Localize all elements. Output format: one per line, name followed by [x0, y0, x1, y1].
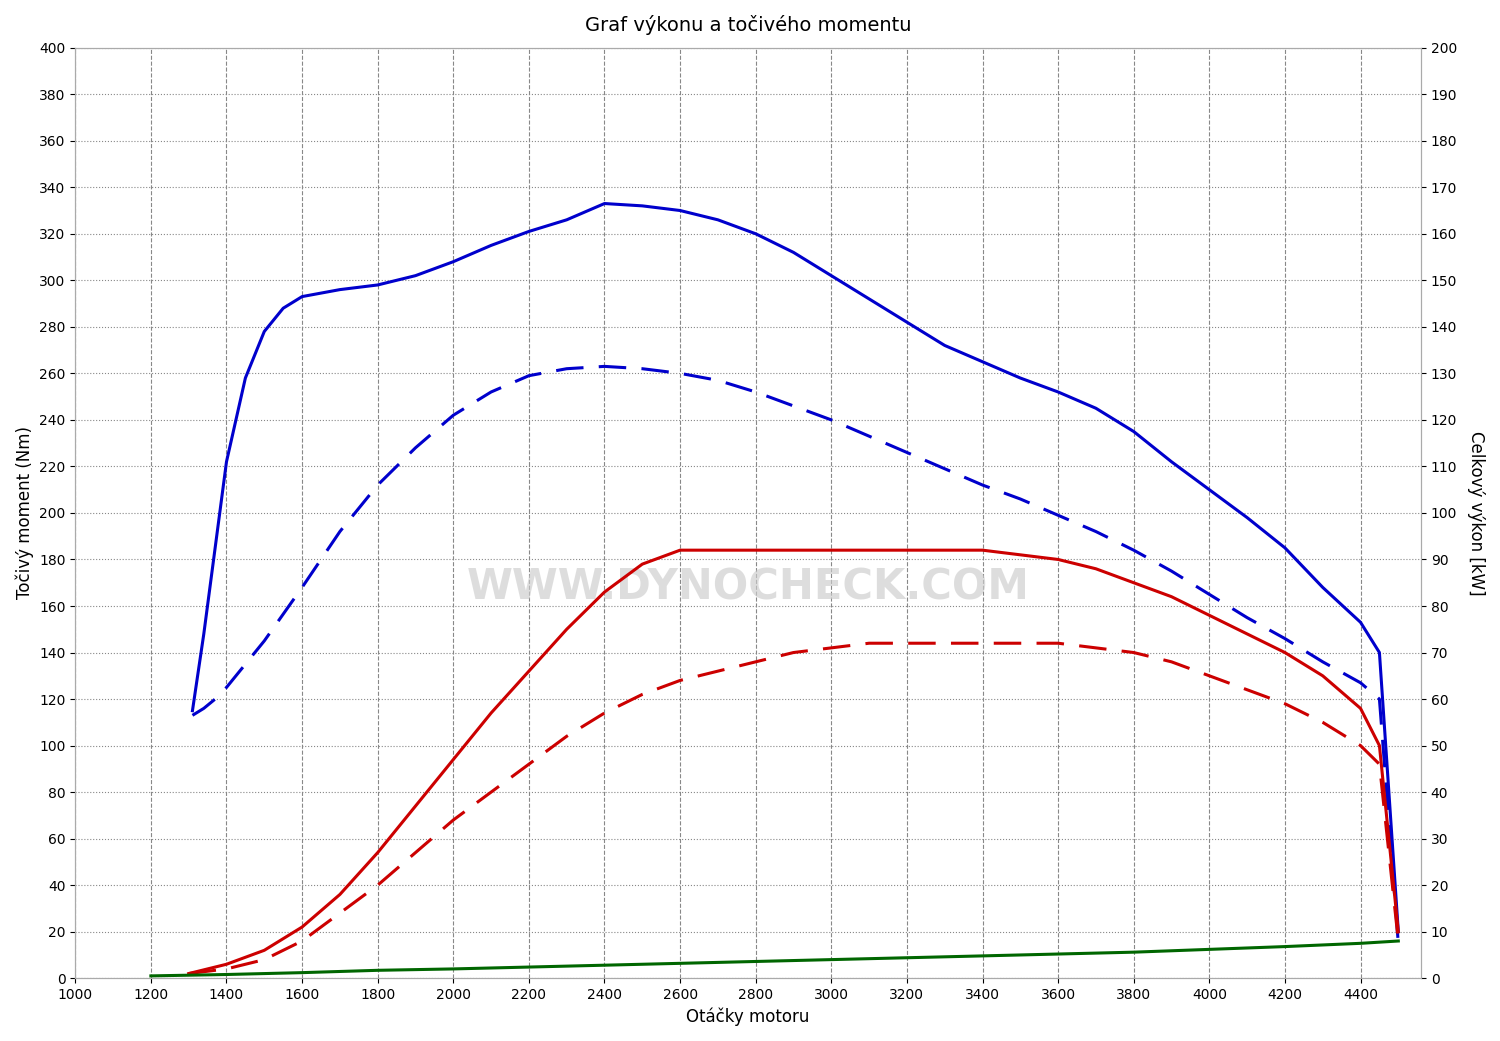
Y-axis label: Celkový výkon [kW]: Celkový výkon [kW]	[1467, 431, 1485, 595]
Title: Graf výkonu a točivého momentu: Graf výkonu a točivého momentu	[585, 15, 912, 35]
X-axis label: Otáčky motoru: Otáčky motoru	[687, 1008, 810, 1026]
Text: WWW.DYNOCHECK.COM: WWW.DYNOCHECK.COM	[466, 566, 1029, 608]
Y-axis label: Točivý moment (Nm): Točivý moment (Nm)	[15, 427, 33, 600]
